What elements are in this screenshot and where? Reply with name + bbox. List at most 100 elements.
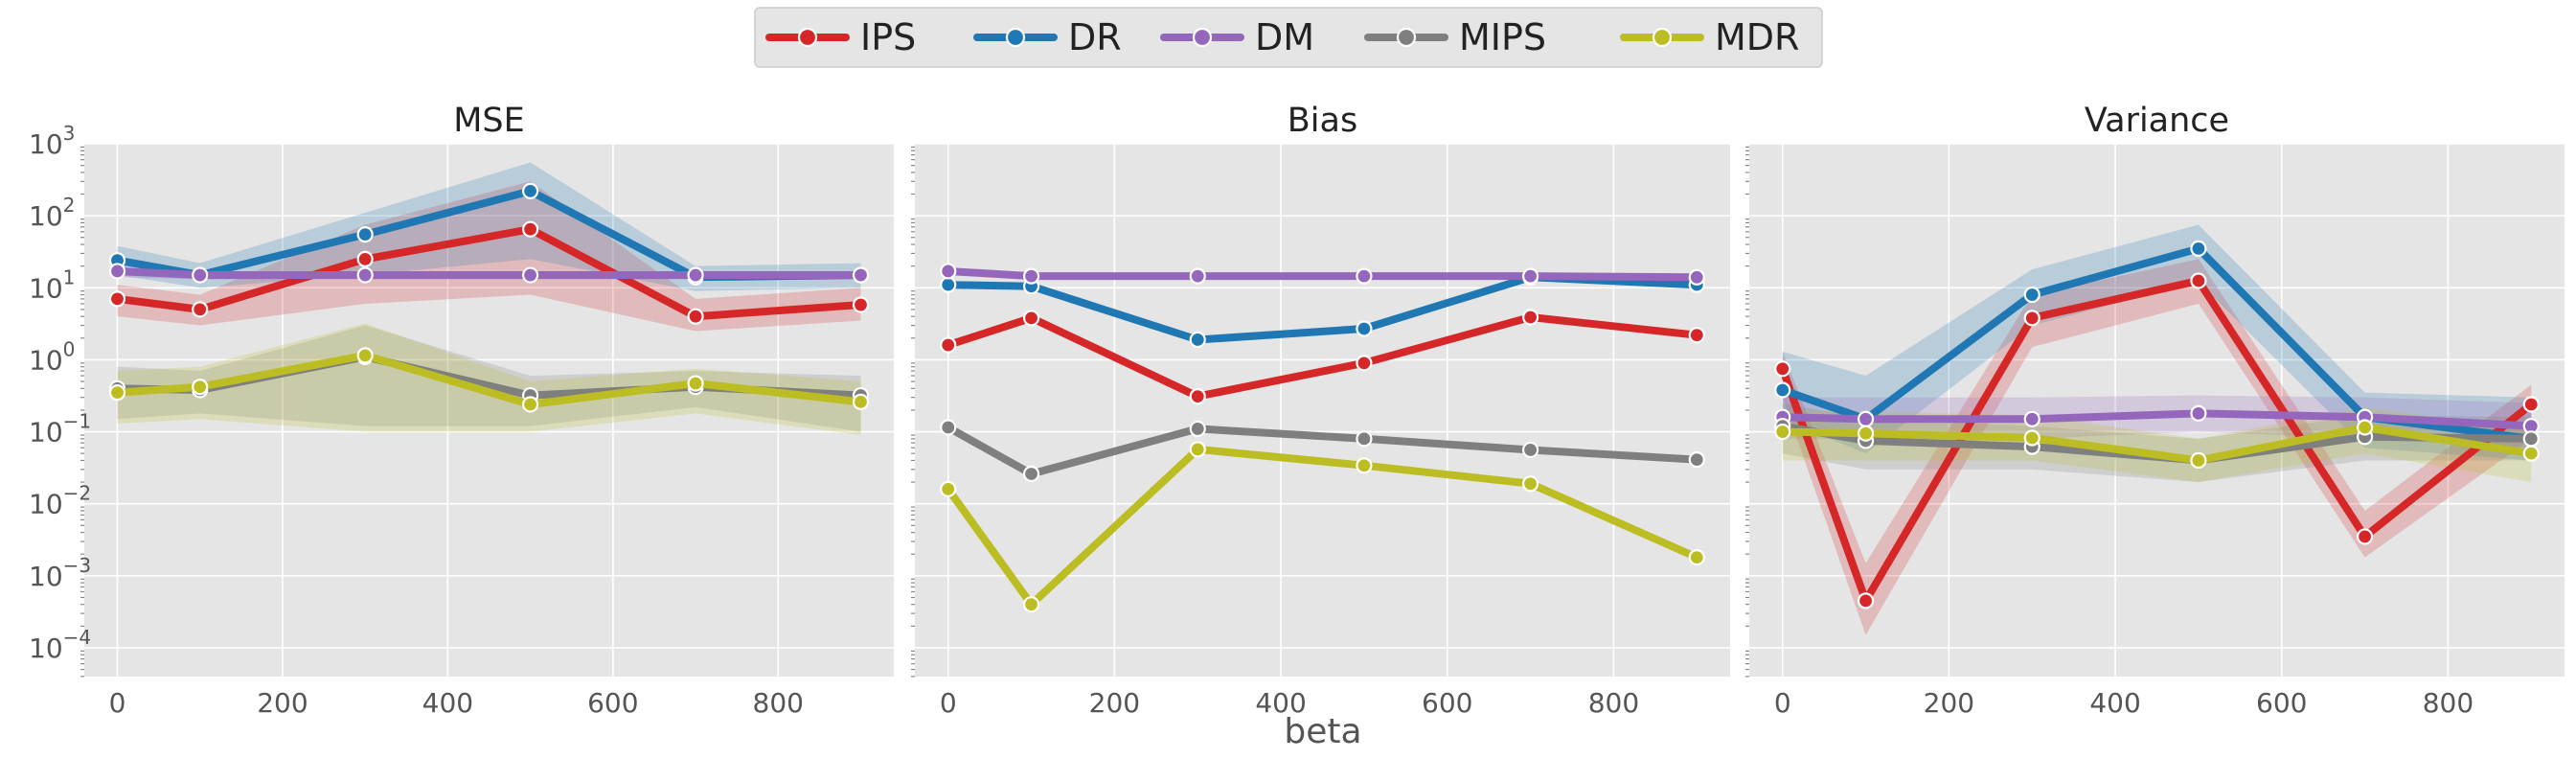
y-tick-label: 10−1 xyxy=(29,410,91,448)
series-mdr xyxy=(1774,419,2540,470)
data-point-ips xyxy=(1857,592,1875,610)
data-point-mdr xyxy=(1022,596,1040,613)
data-point-mdr xyxy=(2023,429,2040,447)
legend-label-dm: DM xyxy=(1255,16,1314,58)
data-point-ips xyxy=(687,308,704,325)
data-point-dm xyxy=(192,266,209,284)
data-point-ips xyxy=(1022,310,1040,327)
x-tick-label: 800 xyxy=(2423,687,2473,719)
x-tick-label: 800 xyxy=(1588,687,1639,719)
x-tick-label: 600 xyxy=(2256,687,2307,719)
data-point-dm xyxy=(2190,404,2207,422)
panel-variance: 0 200 400 600 800 Variance xyxy=(1745,102,2565,719)
series-ips xyxy=(108,220,870,325)
x-tick-label: 200 xyxy=(257,687,308,719)
x-tick-label: 400 xyxy=(2089,687,2140,719)
legend-label-ips: IPS xyxy=(860,16,916,58)
series-ips xyxy=(940,309,1705,405)
legend-item-ips: IPS xyxy=(765,16,916,58)
data-point-ips xyxy=(1521,309,1539,326)
y-tick-label: 10−2 xyxy=(29,482,91,520)
data-point-ips xyxy=(1688,327,1705,344)
data-point-mdr xyxy=(1774,423,1791,441)
data-point-mdr xyxy=(1189,441,1206,458)
series-dm xyxy=(108,263,870,284)
data-point-mdr xyxy=(522,396,539,413)
x-tick-label: 0 xyxy=(109,687,126,719)
plot-area-variance xyxy=(1749,144,2565,677)
legend-label-mdr: MDR xyxy=(1715,16,1799,58)
data-point-dr xyxy=(1189,331,1206,349)
data-point-mdr xyxy=(852,393,870,410)
y-tick-label: 103 xyxy=(29,122,75,160)
data-point-dm xyxy=(1356,267,1373,285)
confidence-band-ips xyxy=(1782,259,2532,635)
data-point-dm xyxy=(1022,267,1040,285)
confidence-band-dr xyxy=(117,162,861,291)
y-tick-label: 10−4 xyxy=(29,626,91,664)
data-point-dm xyxy=(108,263,126,280)
series-line-mdr xyxy=(1778,424,2536,465)
confidence-band-ips xyxy=(117,181,861,332)
panel-title-bias: Bias xyxy=(1288,102,1357,140)
series-line-mips xyxy=(944,424,1701,478)
data-point-dm xyxy=(687,266,704,284)
data-point-ips xyxy=(356,250,374,267)
data-point-mips xyxy=(1688,451,1705,469)
series-line-dm xyxy=(944,267,1701,282)
legend: IPS DR DM MIPS MDR xyxy=(754,7,1823,68)
data-point-ips xyxy=(1356,355,1373,372)
data-point-mips xyxy=(1189,420,1206,438)
y-tick-label: 102 xyxy=(29,194,75,232)
series-line-ips xyxy=(1778,277,2536,605)
data-point-mdr xyxy=(192,379,209,396)
series-dm xyxy=(940,263,1705,286)
data-point-dr xyxy=(2190,240,2207,257)
x-tick-label: 400 xyxy=(1255,687,1306,719)
x-tick-label: 0 xyxy=(940,687,957,719)
data-point-dr xyxy=(1774,381,1791,399)
data-point-dm xyxy=(522,266,539,284)
confidence-band-mdr xyxy=(117,323,861,435)
data-point-mips xyxy=(1022,465,1040,483)
data-point-dr xyxy=(940,276,957,293)
data-point-mdr xyxy=(108,384,126,402)
legend-label-dr: DR xyxy=(1068,16,1122,58)
data-point-ips xyxy=(1774,360,1791,378)
legend-item-dr: DR xyxy=(973,16,1122,58)
panel-bias: 0 200 400 600 800 Bias xyxy=(911,102,1730,719)
data-point-dr xyxy=(522,182,539,200)
confidence-band-mips xyxy=(117,325,861,432)
x-tick-label: 0 xyxy=(1774,687,1791,719)
data-point-dm xyxy=(1521,267,1539,285)
x-tick-label: 200 xyxy=(1924,687,1974,719)
data-point-ips xyxy=(940,336,957,354)
data-point-mdr xyxy=(1688,549,1705,566)
data-point-ips xyxy=(192,301,209,318)
confidence-band-dr xyxy=(1782,224,2532,461)
panel-mse: 10−4 10−3 10−2 10−1 100 101 102 103 0 200 400 600 80… xyxy=(29,102,894,719)
data-point-ips xyxy=(852,296,870,313)
series-ips xyxy=(1774,272,2540,610)
data-point-dr xyxy=(1356,320,1373,337)
legend-marker-dr xyxy=(1005,27,1026,48)
data-point-mdr xyxy=(2522,445,2540,462)
data-point-dm xyxy=(356,266,374,284)
series-line-dm xyxy=(113,267,865,279)
series-line-ips xyxy=(944,313,1701,401)
data-point-mips xyxy=(1356,430,1373,448)
series-mdr xyxy=(108,347,870,413)
data-point-mips xyxy=(940,419,957,436)
legend-marker-mdr xyxy=(1652,27,1673,48)
data-point-mips xyxy=(2522,430,2540,448)
data-point-ips xyxy=(2356,528,2374,545)
data-point-mdr xyxy=(1356,457,1373,474)
series-line-mdr xyxy=(113,351,865,408)
series-mdr xyxy=(940,441,1705,613)
data-point-dm xyxy=(2023,410,2040,427)
panel-title-mse: MSE xyxy=(453,102,525,140)
series-mips xyxy=(940,419,1705,483)
data-point-mdr xyxy=(2190,451,2207,470)
legend-marker-ips xyxy=(797,27,818,48)
panels: 10−4 10−3 10−2 10−1 100 101 102 103 0 200 400 600 80… xyxy=(29,102,2565,719)
